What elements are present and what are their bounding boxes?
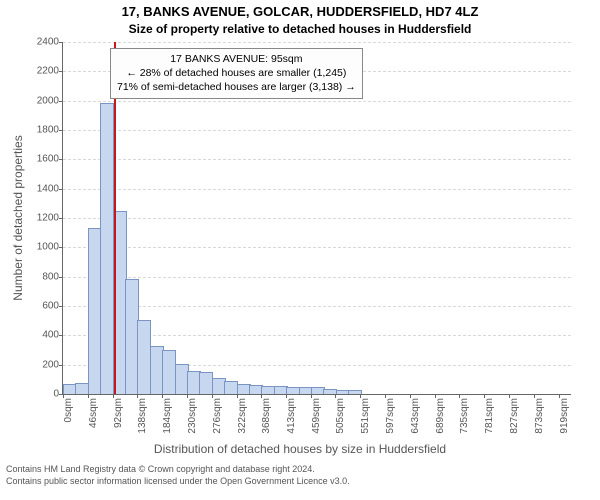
y-tick-label: 1400 <box>37 183 63 194</box>
gridline-h <box>63 42 571 43</box>
y-tick-label: 1200 <box>37 213 63 224</box>
x-tick-label: 184sqm <box>162 398 173 434</box>
x-tick-label: 413sqm <box>286 398 297 434</box>
gridline-h <box>63 159 571 160</box>
y-tick-label: 1600 <box>37 154 63 165</box>
footer-line-1: Contains HM Land Registry data © Crown c… <box>6 464 350 476</box>
x-tick-label: 368sqm <box>261 398 272 434</box>
x-tick-label: 46sqm <box>88 398 99 428</box>
page-title: 17, BANKS AVENUE, GOLCAR, HUDDERSFIELD, … <box>0 4 600 19</box>
gridline-h <box>63 130 571 131</box>
x-axis-label: Distribution of detached houses by size … <box>0 442 600 456</box>
annotation-line-1: 17 BANKS AVENUE: 95sqm <box>117 52 356 66</box>
y-tick-label: 1800 <box>37 125 63 136</box>
x-tick-label: 230sqm <box>187 398 198 434</box>
x-tick-label: 643sqm <box>410 398 421 434</box>
x-tick-label: 551sqm <box>360 398 371 434</box>
x-tick-label: 827sqm <box>509 398 520 434</box>
gridline-h <box>63 247 571 248</box>
y-axis-label: Number of detached properties <box>11 135 25 300</box>
y-tick-label: 0 <box>53 389 63 400</box>
y-tick-label: 2000 <box>37 95 63 106</box>
x-tick-label: 322sqm <box>237 398 248 434</box>
x-tick-label: 459sqm <box>311 398 322 434</box>
gridline-h <box>63 189 571 190</box>
x-tick-label: 276sqm <box>212 398 223 434</box>
x-tick-label: 919sqm <box>559 398 570 434</box>
y-tick-label: 1000 <box>37 242 63 253</box>
gridline-h <box>63 101 571 102</box>
y-tick-label: 400 <box>42 330 63 341</box>
gridline-h <box>63 218 571 219</box>
x-tick-label: 505sqm <box>335 398 346 434</box>
annotation-box: 17 BANKS AVENUE: 95sqm ← 28% of detached… <box>110 48 363 99</box>
x-tick-label: 597sqm <box>385 398 396 434</box>
x-tick-label: 735sqm <box>459 398 470 434</box>
y-tick-label: 2400 <box>37 37 63 48</box>
x-tick-label: 689sqm <box>435 398 446 434</box>
x-tick-label: 781sqm <box>484 398 495 434</box>
x-tick-label: 138sqm <box>137 398 148 434</box>
y-tick-label: 2200 <box>37 66 63 77</box>
x-tick-label: 873sqm <box>534 398 545 434</box>
x-tick-label: 0sqm <box>63 398 74 422</box>
annotation-line-2: ← 28% of detached houses are smaller (1,… <box>117 66 356 80</box>
gridline-h <box>63 306 571 307</box>
footer-attribution: Contains HM Land Registry data © Crown c… <box>6 464 350 487</box>
page-subtitle: Size of property relative to detached ho… <box>0 22 600 36</box>
gridline-h <box>63 277 571 278</box>
y-tick-label: 600 <box>42 301 63 312</box>
x-tick-label: 92sqm <box>113 398 124 428</box>
annotation-line-3: 71% of semi-detached houses are larger (… <box>117 80 356 94</box>
y-tick-label: 800 <box>42 271 63 282</box>
footer-line-2: Contains public sector information licen… <box>6 476 350 488</box>
y-tick-label: 200 <box>42 359 63 370</box>
